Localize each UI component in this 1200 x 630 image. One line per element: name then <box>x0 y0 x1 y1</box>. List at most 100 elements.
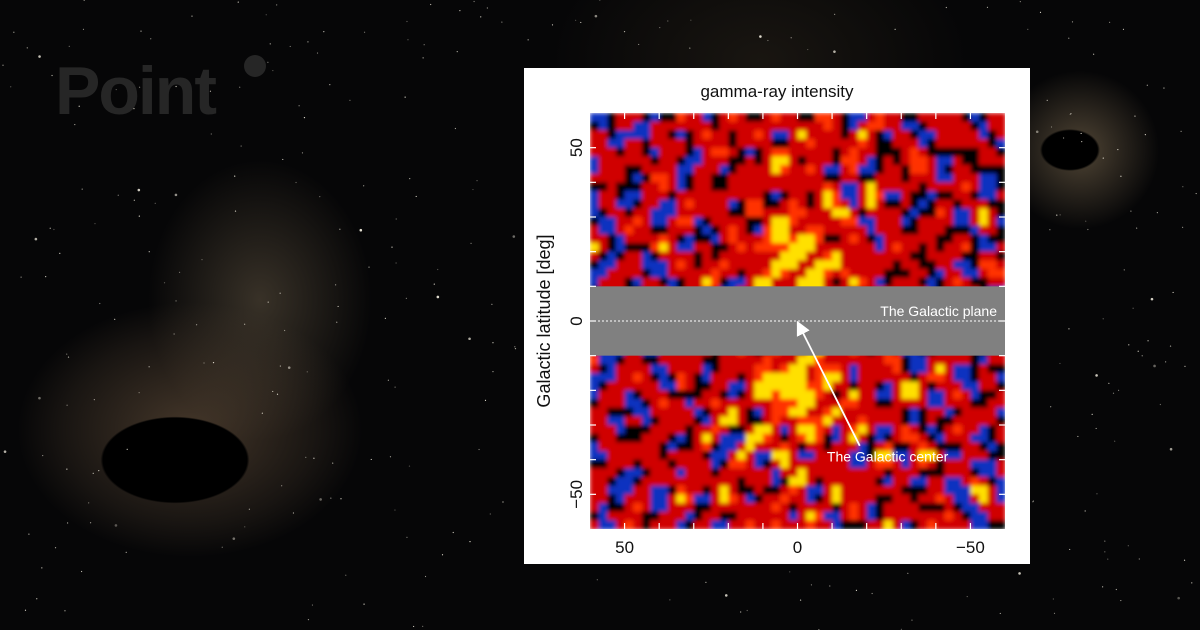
star <box>492 371 494 373</box>
heatmap-cell <box>832 217 842 227</box>
star <box>1056 214 1058 216</box>
heatmap-cell <box>659 182 669 192</box>
heatmap-cell <box>719 416 729 426</box>
heatmap-cell <box>944 485 954 495</box>
heatmap-cell <box>961 511 972 521</box>
heatmap-cell <box>866 121 876 131</box>
heatmap-cell <box>762 269 773 279</box>
heatmap-cell <box>823 433 833 443</box>
heatmap-cell <box>685 269 695 279</box>
heatmap-cell <box>935 182 946 192</box>
heatmap-cell <box>858 217 868 227</box>
heatmap-cell <box>979 485 989 495</box>
heatmap-cell <box>667 511 678 521</box>
heatmap-cell <box>866 477 876 487</box>
heatmap-cell <box>728 390 738 400</box>
heatmap-cell <box>736 225 747 235</box>
heatmap-cell <box>866 511 876 521</box>
heatmap-cell <box>961 425 972 435</box>
star <box>115 88 117 91</box>
heatmap-cell <box>806 208 816 218</box>
heatmap-cell <box>892 173 902 183</box>
heatmap-cell <box>762 468 773 478</box>
heatmap-cell <box>823 173 833 183</box>
heatmap-cell <box>883 251 894 261</box>
heatmap-cell <box>650 381 660 391</box>
heatmap-cell <box>883 477 894 487</box>
heatmap-cell <box>797 399 807 409</box>
heatmap-cell <box>883 173 894 183</box>
heatmap-cell <box>788 407 799 417</box>
heatmap-cell <box>711 156 721 166</box>
star <box>1049 229 1051 231</box>
heatmap-cell <box>659 503 669 513</box>
heatmap-cell <box>641 373 652 383</box>
star <box>1159 403 1161 406</box>
star <box>1068 328 1070 330</box>
heatmap-cell <box>892 208 902 218</box>
heatmap-cell <box>676 390 686 400</box>
heatmap-cell <box>754 243 764 253</box>
heatmap-cell <box>685 433 695 443</box>
heatmap-cell <box>883 199 894 209</box>
heatmap-cell <box>892 251 902 261</box>
heatmap-cell <box>935 364 946 374</box>
star <box>484 399 487 402</box>
heatmap-cell <box>788 139 799 149</box>
heatmap-cell <box>866 251 876 261</box>
heatmap-cell <box>762 173 773 183</box>
heatmap-cell <box>909 364 920 374</box>
heatmap-cell <box>901 277 911 287</box>
heatmap-cell <box>719 225 729 235</box>
heatmap-cell <box>615 130 626 140</box>
heatmap-cell <box>728 217 738 227</box>
heatmap-cell <box>875 251 885 261</box>
heatmap-cell <box>823 425 833 435</box>
heatmap-cell <box>866 147 876 157</box>
heatmap-cell <box>771 477 781 487</box>
heatmap-cell <box>762 494 773 504</box>
heatmap-cell <box>771 503 781 513</box>
heatmap-cell <box>771 139 781 149</box>
heatmap-cell <box>780 217 790 227</box>
heatmap-cell <box>754 208 764 218</box>
heatmap-cell <box>650 260 660 270</box>
heatmap-cell <box>840 208 850 218</box>
star <box>502 501 504 503</box>
heatmap-cell <box>719 113 729 123</box>
heatmap-cell <box>961 364 972 374</box>
heatmap-cell <box>685 407 695 417</box>
heatmap-cell <box>935 130 946 140</box>
star <box>195 324 198 326</box>
heatmap-cell <box>892 511 902 521</box>
heatmap-cell <box>685 425 695 435</box>
heatmap-cell <box>927 364 937 374</box>
heatmap-cell <box>780 364 790 374</box>
heatmap-cell <box>944 217 954 227</box>
heatmap-cell <box>693 199 703 209</box>
heatmap-cell <box>883 139 894 149</box>
heatmap-cell <box>780 277 790 287</box>
heatmap-cell <box>702 182 712 192</box>
heatmap-cell <box>996 217 1005 227</box>
heatmap-cell <box>615 468 626 478</box>
heatmap-cell <box>771 399 781 409</box>
heatmap-cell <box>858 225 868 235</box>
heatmap-cell <box>918 511 928 521</box>
heatmap-cell <box>685 217 695 227</box>
heatmap-cell <box>590 373 600 383</box>
heatmap-cell <box>590 364 600 374</box>
heatmap-cell <box>814 277 825 287</box>
heatmap-cell <box>745 364 755 374</box>
heatmap-cell <box>719 217 729 227</box>
heatmap-cell <box>633 251 643 261</box>
star <box>24 609 27 611</box>
heatmap-cell <box>935 251 946 261</box>
star <box>1069 113 1071 116</box>
heatmap-cell <box>875 373 885 383</box>
heatmap-cell <box>840 442 850 452</box>
heatmap-cell <box>987 494 997 504</box>
heatmap-cell <box>814 425 825 435</box>
star <box>1120 175 1122 177</box>
heatmap-cell <box>711 165 721 175</box>
